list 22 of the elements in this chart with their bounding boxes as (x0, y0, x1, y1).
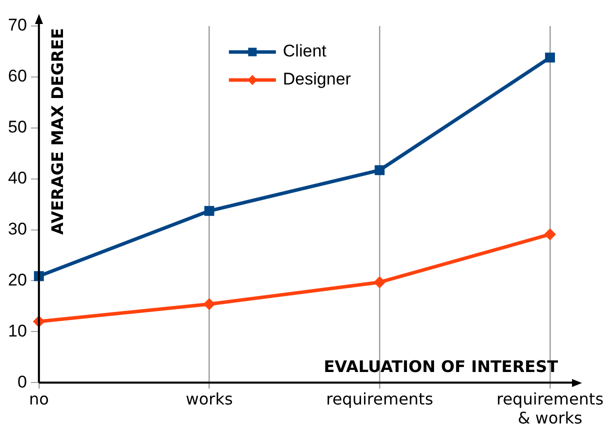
y-tick-label: 0 (17, 372, 27, 392)
point (544, 228, 556, 240)
x-axis-title: EVALUATION OF INTEREST (324, 356, 558, 376)
y-tick-label: 70 (8, 16, 27, 35)
y-tick-label: 50 (8, 118, 27, 137)
y-axis-title: AVERAGE MAX DEGREE (48, 28, 68, 235)
y-tick-label: 30 (8, 219, 27, 238)
y-tick-label: 40 (8, 168, 27, 188)
x-tick-label: no (28, 389, 49, 408)
y-tick-label: 20 (8, 270, 27, 290)
y-tick-label: 60 (8, 66, 27, 86)
point (204, 206, 214, 216)
legend-label: Designer (282, 70, 352, 89)
point (374, 276, 386, 288)
y-tick-label: 10 (8, 321, 27, 340)
x-tick-label: requirements (326, 389, 434, 408)
point (545, 52, 555, 63)
point (203, 298, 216, 310)
x-tick-label: requirements & works (496, 389, 604, 428)
point (374, 165, 385, 176)
legend-label: Client (282, 42, 327, 61)
x-tick-label: works (186, 389, 233, 408)
